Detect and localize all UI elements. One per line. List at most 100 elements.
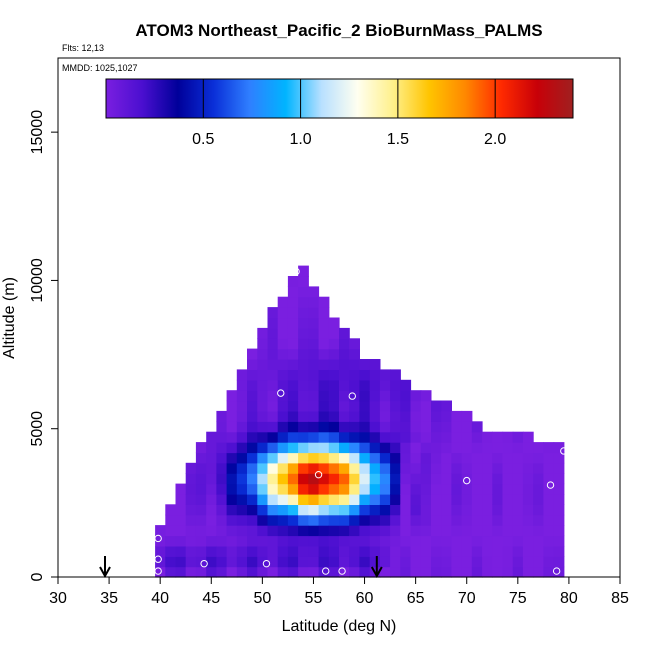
heatmap-cell bbox=[553, 494, 565, 505]
heatmap-cell bbox=[277, 307, 289, 319]
heatmap-cell bbox=[522, 473, 534, 485]
heatmap-cell bbox=[451, 431, 463, 443]
heatmap-cell bbox=[308, 400, 320, 412]
heatmap-cell bbox=[410, 566, 422, 578]
heatmap-cell bbox=[492, 566, 504, 578]
heatmap-cell bbox=[298, 566, 309, 578]
heatmap-cell bbox=[247, 452, 258, 464]
heatmap-cell bbox=[431, 556, 442, 568]
heatmap-cell bbox=[318, 359, 330, 370]
heatmap-cell bbox=[461, 431, 473, 443]
heatmap-cell bbox=[195, 442, 207, 454]
heatmap-cell bbox=[482, 556, 493, 568]
heatmap-cell bbox=[359, 514, 371, 526]
heatmap-cell bbox=[175, 545, 187, 557]
heatmap-cell bbox=[502, 525, 514, 537]
heatmap-cell bbox=[512, 545, 524, 557]
heatmap-cell bbox=[267, 317, 279, 329]
heatmap-cell bbox=[502, 556, 514, 568]
heatmap-cell bbox=[298, 431, 309, 443]
heatmap-cell bbox=[522, 431, 534, 443]
heatmap-cell bbox=[543, 462, 555, 474]
heatmap-cell bbox=[277, 535, 289, 547]
heatmap-cell bbox=[226, 556, 238, 568]
heatmap-cell bbox=[298, 473, 309, 485]
sample-point bbox=[154, 534, 162, 543]
heatmap-cell bbox=[420, 556, 432, 568]
heatmap-cell bbox=[471, 556, 483, 568]
heatmap-cell bbox=[298, 286, 309, 298]
heatmap-cell bbox=[267, 462, 279, 474]
heatmap-cell bbox=[318, 421, 330, 433]
heatmap-cell bbox=[308, 462, 320, 474]
heatmap-cell bbox=[328, 317, 340, 329]
heatmap-cell bbox=[257, 462, 269, 474]
heatmap-cell bbox=[287, 421, 299, 433]
heatmap-cell bbox=[390, 421, 401, 433]
heatmap-cell bbox=[175, 525, 187, 537]
heatmap-cell bbox=[206, 504, 217, 516]
heatmap-cell bbox=[308, 452, 320, 464]
heatmap-cell bbox=[441, 566, 452, 578]
heatmap-cell bbox=[257, 359, 269, 370]
heatmap-cell bbox=[379, 462, 391, 474]
heatmap-cell bbox=[257, 514, 269, 526]
heatmap-cell bbox=[298, 317, 309, 329]
x-tick-label: 60 bbox=[356, 590, 374, 607]
heatmap-cell bbox=[308, 483, 320, 495]
heatmap-cell bbox=[492, 545, 504, 557]
heatmap-cell bbox=[339, 566, 350, 578]
heatmap-cell bbox=[471, 504, 483, 516]
heatmap-cell bbox=[185, 473, 197, 485]
heatmap-cell bbox=[502, 483, 514, 495]
heatmap-cell bbox=[482, 545, 493, 557]
heatmap-cell bbox=[308, 348, 320, 360]
heatmap-cell bbox=[369, 494, 381, 505]
heatmap-cell bbox=[277, 431, 289, 443]
heatmap-cell bbox=[175, 483, 187, 495]
y-tick-label: 15000 bbox=[29, 110, 46, 155]
heatmap-cell bbox=[247, 535, 258, 547]
heatmap-cell bbox=[359, 410, 371, 422]
heatmap-cell bbox=[471, 494, 483, 505]
heatmap-cell bbox=[257, 421, 269, 433]
heatmap-cell bbox=[175, 566, 187, 578]
y-tick-label: 0 bbox=[29, 572, 46, 581]
heatmap-cell bbox=[339, 390, 350, 402]
heatmap-cell bbox=[390, 545, 401, 557]
heatmap-cell bbox=[267, 535, 279, 547]
heatmap-cell bbox=[482, 504, 493, 516]
heatmap-cell bbox=[318, 556, 330, 568]
heatmap-cell bbox=[512, 494, 524, 505]
heatmap-cell bbox=[308, 338, 320, 350]
heatmap-cell bbox=[185, 535, 197, 547]
colorbar-tick-label: 1.0 bbox=[289, 131, 311, 148]
heatmap-cell bbox=[328, 348, 340, 360]
heatmap-cell bbox=[400, 473, 412, 485]
heatmap-cell bbox=[185, 514, 197, 526]
heatmap-cell bbox=[339, 504, 350, 516]
heatmap-cell bbox=[492, 525, 504, 537]
heatmap-cell bbox=[390, 566, 401, 578]
heatmap-cell bbox=[277, 421, 289, 433]
heatmap-cell bbox=[390, 473, 401, 485]
heatmap-cell bbox=[267, 400, 279, 412]
heatmap-cell bbox=[502, 535, 514, 547]
y-axis-label: Altitude (m) bbox=[1, 277, 18, 359]
heatmap-cell bbox=[287, 276, 299, 287]
heatmap-cell bbox=[298, 462, 309, 474]
heatmap-cell bbox=[257, 327, 269, 339]
sample-point bbox=[546, 481, 555, 489]
heatmap-cell bbox=[318, 473, 330, 485]
heatmap-cell bbox=[522, 514, 534, 526]
heatmap-cell bbox=[512, 525, 524, 537]
heatmap-cell bbox=[298, 359, 309, 370]
heatmap-cell bbox=[175, 504, 187, 516]
heatmap-cell bbox=[257, 556, 269, 568]
heatmap-cell bbox=[461, 566, 473, 578]
heatmap-cell bbox=[277, 317, 289, 329]
heatmap-cell bbox=[410, 462, 422, 474]
heatmap-cell bbox=[349, 494, 360, 505]
heatmap-cell bbox=[431, 462, 442, 474]
heatmap-cell bbox=[522, 556, 534, 568]
